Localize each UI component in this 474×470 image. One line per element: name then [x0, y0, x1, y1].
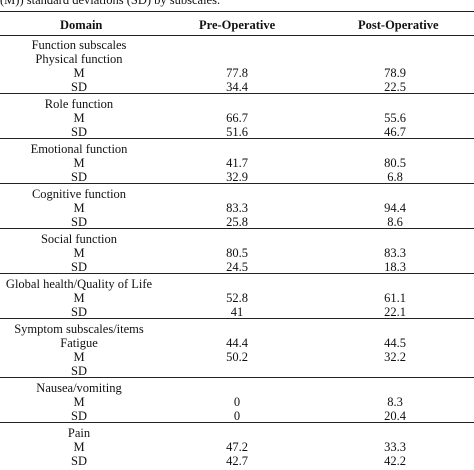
post-operative-value: 61.1 — [384, 291, 406, 305]
row-label: SD — [71, 364, 87, 378]
row-label: M — [73, 246, 85, 260]
post-operative-value: 83.3 — [384, 246, 406, 260]
post-operative-value: 8.3 — [387, 395, 403, 409]
row-label: Role function — [44, 97, 114, 111]
pre-operative-value: 34.4 — [226, 80, 248, 94]
post-operative-value: 94.4 — [384, 201, 406, 215]
row-label: SD — [71, 125, 87, 139]
post-operative-value: 78.9 — [384, 66, 406, 80]
row-label: M — [73, 111, 85, 125]
post-operative-value: 22.5 — [384, 80, 406, 94]
section-divider — [0, 228, 474, 229]
post-operative-value: 8.6 — [387, 215, 403, 229]
pre-operative-value: 0 — [233, 395, 241, 409]
post-operative-value: 42.2 — [384, 454, 406, 468]
post-operative-value: 33.3 — [384, 440, 406, 454]
row-label: M — [73, 350, 85, 364]
row-label: Pain — [67, 426, 91, 440]
pre-operative-value: 0 — [233, 409, 241, 423]
row-label: SD — [71, 260, 87, 274]
row-label: SD — [71, 215, 87, 229]
row-label: Social function — [40, 232, 118, 246]
pre-operative-value: 77.8 — [226, 66, 248, 80]
row-label: Function subscales — [31, 38, 127, 52]
pre-operative-value: 50.2 — [226, 350, 248, 364]
header-domain: Domain — [60, 18, 103, 32]
header-post-operative: Post-Operative — [358, 18, 439, 32]
row-label: SD — [71, 454, 87, 468]
pre-operative-value: 42.7 — [226, 454, 248, 468]
post-operative-value: 44.5 — [384, 336, 406, 350]
section-divider — [0, 422, 474, 423]
post-operative-value: 80.5 — [384, 156, 406, 170]
pre-operative-value: 47.2 — [226, 440, 248, 454]
table-caption: (M)) standard deviations (SD) by subscal… — [0, 0, 221, 7]
row-label: SD — [71, 305, 87, 319]
post-operative-value: 46.7 — [384, 125, 406, 139]
pre-operative-value: 51.6 — [226, 125, 248, 139]
post-operative-value: 6.8 — [387, 170, 403, 184]
post-operative-value: 32.2 — [384, 350, 406, 364]
row-label: M — [73, 395, 85, 409]
pre-operative-value: 32.9 — [226, 170, 248, 184]
row-label: Cognitive function — [31, 187, 127, 201]
row-label: SD — [71, 409, 87, 423]
post-operative-value: 55.6 — [384, 111, 406, 125]
pre-operative-value: 24.5 — [226, 260, 248, 274]
post-operative-value: 20.4 — [384, 409, 406, 423]
section-divider — [0, 318, 474, 319]
post-operative-value: 22.1 — [384, 305, 406, 319]
pre-operative-value: 25.8 — [226, 215, 248, 229]
row-label: Physical function — [35, 52, 123, 66]
pre-operative-value: 41 — [230, 305, 244, 319]
pre-operative-value: 83.3 — [226, 201, 248, 215]
section-divider — [0, 377, 474, 378]
pre-operative-value: 66.7 — [226, 111, 248, 125]
row-label: SD — [71, 80, 87, 94]
section-divider — [0, 138, 474, 139]
row-label: M — [73, 66, 85, 80]
table-top-rule — [0, 11, 474, 12]
pre-operative-value: 41.7 — [226, 156, 248, 170]
pre-operative-value: 44.4 — [226, 336, 248, 350]
section-divider — [0, 183, 474, 184]
row-label: Global health/Quality of Life — [5, 277, 153, 291]
row-label: M — [73, 291, 85, 305]
header-pre-operative: Pre-Operative — [199, 18, 276, 32]
row-label: Emotional function — [30, 142, 128, 156]
pre-operative-value: 80.5 — [226, 246, 248, 260]
row-label: M — [73, 156, 85, 170]
section-divider — [0, 273, 474, 274]
row-label: M — [73, 440, 85, 454]
post-operative-value: 18.3 — [384, 260, 406, 274]
pre-operative-value: 52.8 — [226, 291, 248, 305]
row-label: M — [73, 201, 85, 215]
header-rule — [0, 35, 474, 36]
row-label: Nausea/vomiting — [36, 381, 122, 395]
section-divider — [0, 93, 474, 94]
row-label: Symptom subscales/items — [14, 322, 144, 336]
row-label: SD — [71, 170, 87, 184]
row-label: Fatigue — [60, 336, 98, 350]
